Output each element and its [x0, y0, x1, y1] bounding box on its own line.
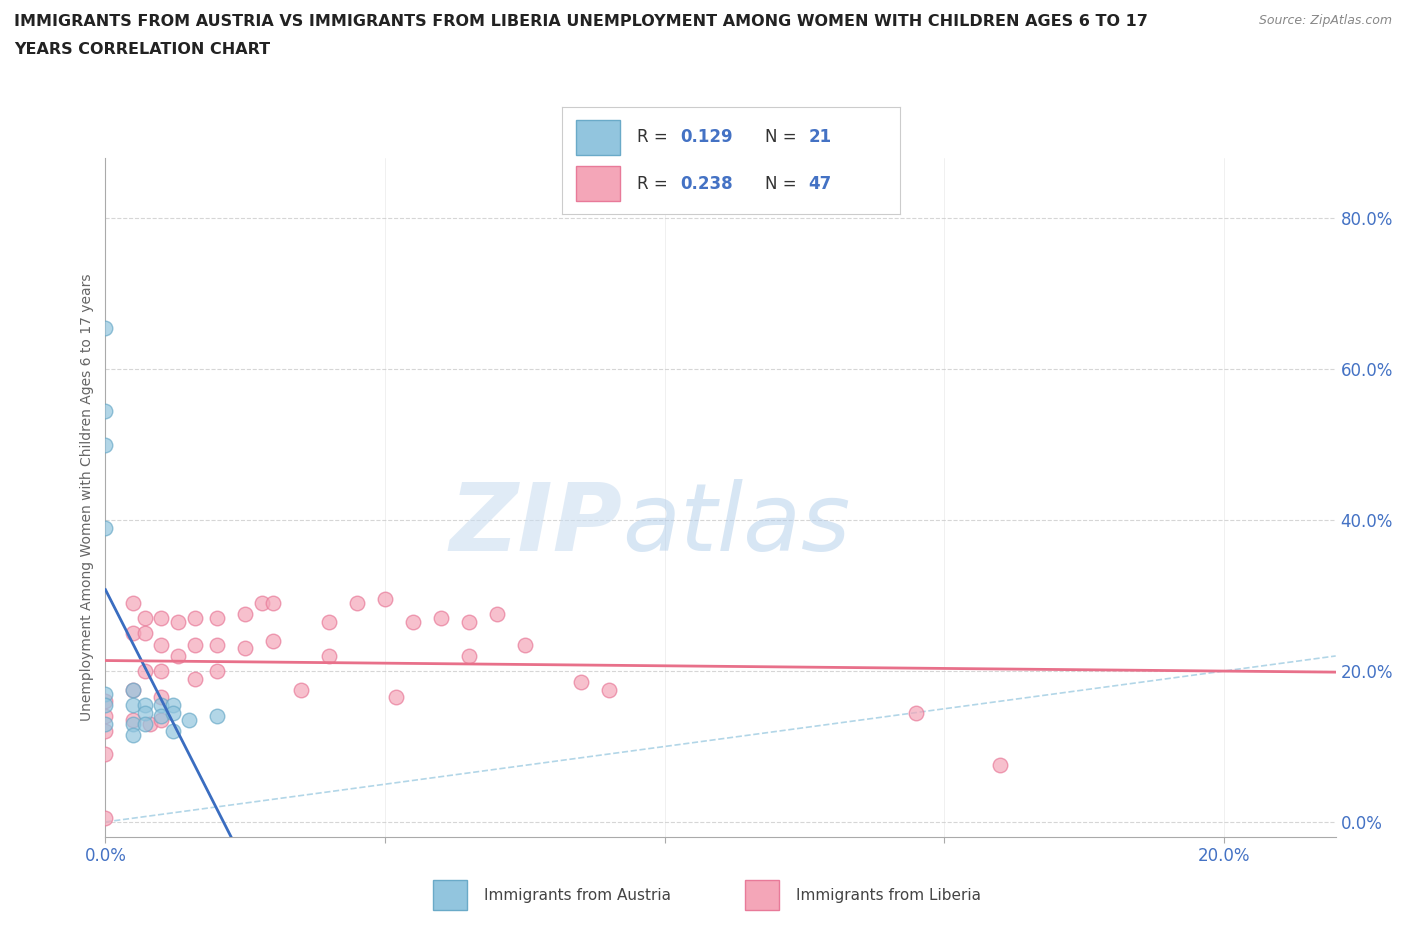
Point [290, 683, 312, 698]
Point [122, 712, 145, 727]
Point [122, 683, 145, 698]
Point [134, 626, 156, 641]
Point [318, 648, 340, 663]
Text: atlas: atlas [621, 479, 851, 570]
Point [598, 683, 620, 698]
Point [184, 611, 207, 626]
Point [207, 637, 229, 652]
Y-axis label: Unemployment Among Women with Children Ages 6 to 17 years: Unemployment Among Women with Children A… [80, 273, 94, 722]
Point [134, 611, 156, 626]
Point [150, 698, 173, 712]
Point [122, 727, 145, 742]
Text: Source: ZipAtlas.com: Source: ZipAtlas.com [1258, 14, 1392, 27]
Point [94, 709, 117, 724]
Point [150, 664, 173, 679]
Point [207, 664, 229, 679]
Point [385, 690, 408, 705]
Text: 21: 21 [808, 128, 832, 146]
Point [430, 611, 453, 626]
Point [134, 664, 156, 679]
Text: R =: R = [637, 128, 672, 146]
Point [162, 698, 184, 712]
Text: YEARS CORRELATION CHART: YEARS CORRELATION CHART [14, 42, 270, 57]
Point [122, 698, 145, 712]
Bar [576, 120, 620, 155]
Point [905, 705, 928, 720]
Point [250, 596, 273, 611]
Point [207, 611, 229, 626]
Point [94, 811, 117, 826]
Point [134, 698, 156, 712]
Point [233, 607, 256, 622]
Point [94, 716, 117, 731]
Text: R =: R = [637, 175, 672, 193]
Point [569, 675, 592, 690]
Point [318, 615, 340, 630]
Point [150, 709, 173, 724]
Point [458, 648, 481, 663]
Point [167, 648, 190, 663]
Text: N =: N = [765, 175, 801, 193]
Text: IMMIGRANTS FROM AUSTRIA VS IMMIGRANTS FROM LIBERIA UNEMPLOYMENT AMONG WOMEN WITH: IMMIGRANTS FROM AUSTRIA VS IMMIGRANTS FR… [14, 14, 1147, 29]
Point [94, 747, 117, 762]
Point [988, 758, 1011, 773]
Point [179, 712, 201, 727]
Point [134, 716, 156, 731]
Point [402, 615, 425, 630]
Point [458, 615, 481, 630]
Point [94, 437, 117, 452]
Point [122, 596, 145, 611]
Bar [745, 880, 779, 910]
Point [94, 686, 117, 701]
Point [139, 716, 162, 731]
Text: 0.238: 0.238 [681, 175, 733, 193]
Point [162, 724, 184, 738]
Point [134, 705, 156, 720]
Text: Immigrants from Austria: Immigrants from Austria [484, 887, 671, 903]
Point [374, 592, 396, 607]
Point [150, 637, 173, 652]
Point [513, 637, 536, 652]
Point [150, 690, 173, 705]
Point [167, 615, 190, 630]
Point [162, 705, 184, 720]
Point [94, 694, 117, 709]
Point [94, 724, 117, 738]
Point [94, 320, 117, 335]
Point [262, 596, 284, 611]
Point [207, 709, 229, 724]
Point [150, 611, 173, 626]
Bar [433, 880, 467, 910]
Point [122, 626, 145, 641]
Text: 0.129: 0.129 [681, 128, 733, 146]
Point [122, 683, 145, 698]
Point [346, 596, 368, 611]
Point [485, 607, 508, 622]
Text: 47: 47 [808, 175, 832, 193]
Point [184, 637, 207, 652]
Point [94, 404, 117, 418]
Point [94, 520, 117, 535]
Text: N =: N = [765, 128, 801, 146]
Text: ZIP: ZIP [450, 479, 621, 571]
Text: Immigrants from Liberia: Immigrants from Liberia [796, 887, 981, 903]
Point [262, 633, 284, 648]
Point [122, 716, 145, 731]
Point [150, 712, 173, 727]
Point [184, 671, 207, 686]
Point [94, 698, 117, 712]
Point [233, 641, 256, 656]
Bar [576, 166, 620, 201]
